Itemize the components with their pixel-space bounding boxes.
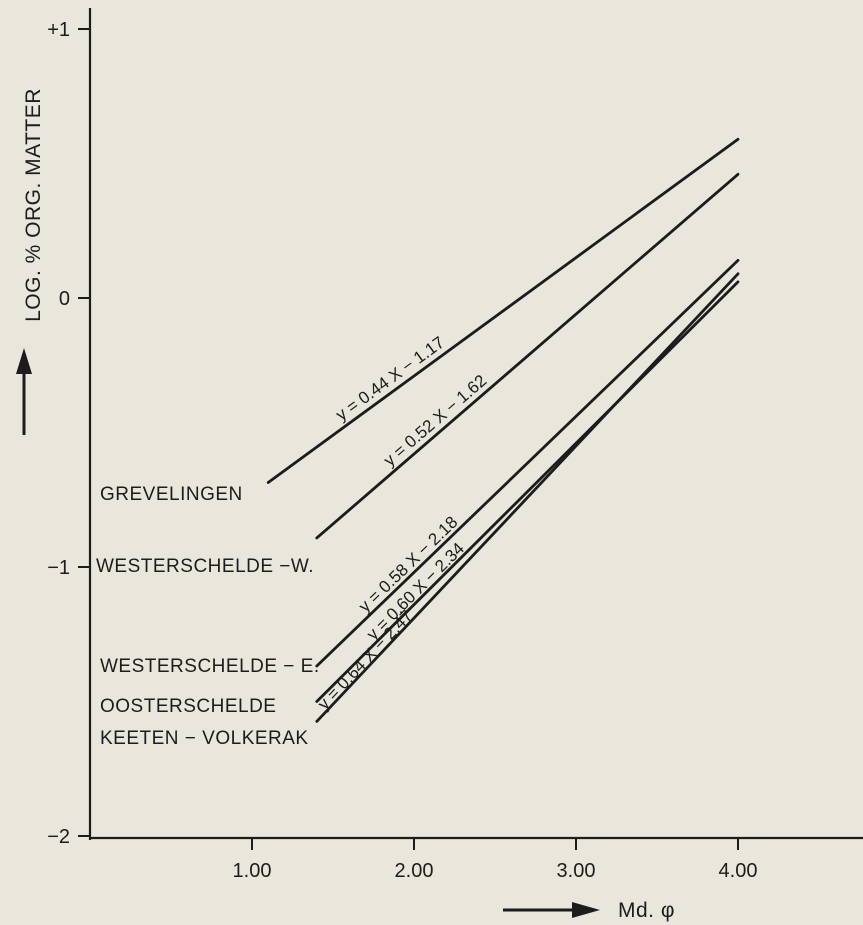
y-tick-label: 0 bbox=[59, 288, 70, 310]
y-tick-label: −2 bbox=[47, 826, 70, 848]
equation-label: y = 0.52 X − 1.62 bbox=[380, 371, 490, 470]
series-name-label: WESTERSCHELDE − E. bbox=[100, 656, 320, 677]
series-line bbox=[266, 137, 740, 484]
series-line bbox=[315, 272, 740, 723]
y-axis-title: LOG. % ORG. MATTER bbox=[22, 88, 45, 322]
series-line bbox=[315, 280, 740, 703]
series-name-label: GREVELINGEN bbox=[100, 484, 243, 505]
y-axis-arrow-head bbox=[16, 348, 32, 374]
series-lines bbox=[266, 137, 740, 723]
equation-label: y = 0.64 X − 2.47 bbox=[314, 606, 417, 713]
x-tick-label: 3.00 bbox=[557, 860, 596, 882]
x-tick-label: 2.00 bbox=[395, 860, 434, 882]
series-name-label: OOSTERSCHELDE bbox=[100, 696, 276, 717]
x-tick-label: 4.00 bbox=[719, 860, 758, 882]
x-axis-arrow-head bbox=[572, 902, 600, 918]
series-name-label: KEETEN − VOLKERAK bbox=[100, 728, 309, 749]
y-tick-label: −1 bbox=[47, 557, 70, 579]
series-name-label: WESTERSCHELDE −W. bbox=[96, 556, 314, 577]
y-axis-title-group: LOG. % ORG. MATTER bbox=[16, 88, 45, 435]
x-axis-title: Md. φ bbox=[618, 899, 675, 922]
x-axis-title-group: Md. φ bbox=[503, 899, 675, 922]
series-line bbox=[315, 258, 740, 668]
series-line bbox=[315, 172, 740, 540]
y-ticks: +1 0 −1 −2 bbox=[47, 19, 90, 848]
y-tick-label: +1 bbox=[47, 19, 70, 41]
series-names: GREVELINGEN WESTERSCHELDE −W. WESTERSCHELD… bbox=[96, 484, 320, 749]
x-tick-label: 1.00 bbox=[233, 860, 272, 882]
x-ticks: 1.00 2.00 3.00 4.00 bbox=[233, 838, 758, 882]
